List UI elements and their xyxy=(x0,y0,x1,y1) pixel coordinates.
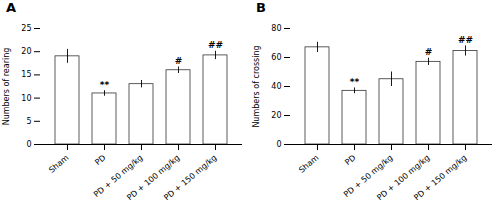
svg-text:##: ## xyxy=(208,40,223,50)
svg-text:PD: PD xyxy=(93,153,107,167)
svg-text:##: ## xyxy=(458,35,473,45)
svg-text:40: 40 xyxy=(271,82,281,91)
svg-text:PD + 150 mg/kg: PD + 150 mg/kg xyxy=(412,153,468,202)
svg-text:Sham: Sham xyxy=(297,153,320,175)
svg-text:10: 10 xyxy=(21,94,31,103)
svg-text:25: 25 xyxy=(21,24,31,33)
html-text:A: A xyxy=(6,0,17,15)
svg-text:#: # xyxy=(425,47,433,57)
svg-text:60: 60 xyxy=(271,53,281,62)
svg-text:PD: PD xyxy=(343,153,357,167)
svg-text:20: 20 xyxy=(21,47,31,56)
svg-text:PD + 50 mg/kg: PD + 50 mg/kg xyxy=(92,153,145,200)
svg-text:15: 15 xyxy=(21,70,31,79)
svg-text:Numbers of crossing: Numbers of crossing xyxy=(252,45,261,127)
svg-text:80: 80 xyxy=(271,24,281,33)
svg-text:#: # xyxy=(175,56,183,66)
svg-text:**: ** xyxy=(100,80,110,90)
svg-text:Sham: Sham xyxy=(47,153,70,175)
svg-text:0: 0 xyxy=(26,140,31,149)
svg-text:PD + 150 mg/kg: PD + 150 mg/kg xyxy=(162,153,218,202)
html-text:B: B xyxy=(256,0,266,15)
svg-text:0: 0 xyxy=(276,140,281,149)
svg-text:5: 5 xyxy=(26,117,31,126)
svg-text:PD + 50 mg/kg: PD + 50 mg/kg xyxy=(342,153,395,200)
svg-text:20: 20 xyxy=(271,111,281,120)
svg-text:**: ** xyxy=(350,77,360,87)
svg-text:Numbers of rearing: Numbers of rearing xyxy=(2,48,11,126)
